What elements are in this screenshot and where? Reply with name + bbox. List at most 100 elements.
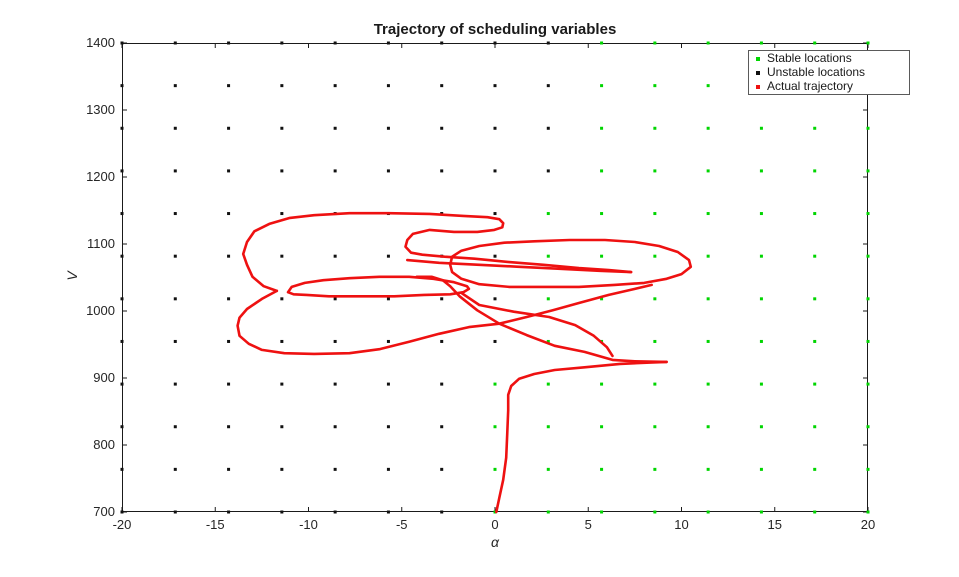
unstable-grid-dot — [280, 41, 284, 45]
unstable-grid-dot — [173, 41, 177, 45]
stable-grid-dot — [493, 467, 497, 471]
stable-grid-dot — [759, 212, 763, 216]
unstable-grid-dot — [386, 169, 390, 173]
unstable-grid-dot — [493, 41, 497, 45]
unstable-grid-dot — [333, 169, 337, 173]
trajectory-path — [286, 275, 471, 298]
unstable-grid-dot — [120, 382, 124, 386]
stable-grid-dot — [706, 212, 710, 216]
stable-grid-dot — [653, 339, 657, 343]
axis-box — [122, 43, 868, 512]
stable-grid-dot — [759, 510, 763, 514]
unstable-grid-dot — [280, 254, 284, 258]
stable-grid-dot — [866, 169, 870, 173]
stable-grid-dot — [706, 382, 710, 386]
unstable-grid-dot — [386, 84, 390, 88]
stable-grid-dot — [653, 169, 657, 173]
unstable-grid-dot — [440, 41, 444, 45]
stable-grid-dot — [866, 297, 870, 301]
x-tick-label: 0 — [491, 517, 498, 532]
stable-grid-dot — [546, 467, 550, 471]
stable-grid-dot — [813, 297, 817, 301]
y-tick-label: 1400 — [86, 35, 115, 50]
stable-grid-dot — [813, 41, 817, 45]
unstable-grid-dot — [173, 339, 177, 343]
unstable-grid-dot — [440, 425, 444, 429]
unstable-grid-dot — [493, 169, 497, 173]
x-tick-label: -15 — [206, 517, 225, 532]
unstable-grid-dot — [493, 339, 497, 343]
unstable-grid-dot — [333, 510, 337, 514]
unstable-grid-dot — [333, 84, 337, 88]
unstable-grid-dot — [227, 339, 231, 343]
stable-grid-dot — [600, 382, 604, 386]
unstable-grid-dot — [120, 339, 124, 343]
unstable-grid-dot — [173, 510, 177, 514]
x-tick-label: 15 — [768, 517, 782, 532]
stable-grid-dot — [653, 510, 657, 514]
stable-grid-dot — [866, 212, 870, 216]
unstable-grid-dot — [173, 382, 177, 386]
unstable-grid-dot — [280, 467, 284, 471]
unstable-grid-dot — [386, 126, 390, 130]
unstable-grid-dot — [120, 254, 124, 258]
unstable-grid-dot — [386, 467, 390, 471]
stable-grid-dot — [706, 297, 710, 301]
y-tick-label: 700 — [93, 504, 115, 519]
y-axis-label: V — [64, 271, 80, 281]
stable-grid-dot — [600, 84, 604, 88]
unstable-grid-dot — [493, 126, 497, 130]
stable-grid-dot — [866, 510, 870, 514]
x-tick-label: -10 — [299, 517, 318, 532]
x-tick-label: 5 — [585, 517, 592, 532]
unstable-grid-dot — [333, 467, 337, 471]
unstable-grid-dot — [120, 84, 124, 88]
y-tick-label: 900 — [93, 370, 115, 385]
unstable-grid-dot — [386, 425, 390, 429]
unstable-grid-dot — [280, 212, 284, 216]
y-tick-label: 1200 — [86, 169, 115, 184]
unstable-grid-dot — [120, 467, 124, 471]
legend-item-stable: Stable locations — [756, 52, 909, 65]
unstable-grid-dot — [227, 297, 231, 301]
stable-grid-dot — [600, 467, 604, 471]
stable-grid-dot — [813, 467, 817, 471]
stable-grid-dot — [759, 382, 763, 386]
unstable-grid-dot — [120, 425, 124, 429]
unstable-grid-dot — [173, 467, 177, 471]
stable-grid-dot — [600, 126, 604, 130]
unstable-grid-dot — [227, 126, 231, 130]
stable-grid-dot — [706, 467, 710, 471]
stable-grid-dot — [706, 126, 710, 130]
x-tick-label: 10 — [674, 517, 688, 532]
unstable-grid-dot — [386, 339, 390, 343]
stable-grid-dot — [653, 84, 657, 88]
unstable-grid-dot — [280, 382, 284, 386]
unstable-grid-dot — [173, 84, 177, 88]
stable-grid-dot — [759, 339, 763, 343]
unstable-grid-dot — [280, 510, 284, 514]
legend-item-unstable: Unstable locations — [756, 66, 909, 79]
unstable-grid-dot — [386, 297, 390, 301]
unstable-grid-dot — [440, 510, 444, 514]
unstable-grid-dot — [120, 510, 124, 514]
stable-grid-dot — [759, 425, 763, 429]
unstable-grid-dot — [173, 425, 177, 429]
unstable-grid-dot — [227, 41, 231, 45]
unstable-grid-dot — [173, 126, 177, 130]
stable-grid-dot — [813, 126, 817, 130]
stable-grid-dot — [653, 382, 657, 386]
unstable-grid-dot — [546, 126, 550, 130]
unstable-grid-dot — [120, 169, 124, 173]
unstable-marker-icon — [756, 70, 760, 75]
stable-grid-dot — [653, 467, 657, 471]
trajectory-path — [495, 360, 668, 514]
stable-grid-dot — [706, 84, 710, 88]
unstable-grid-dot — [386, 382, 390, 386]
unstable-grid-dot — [440, 467, 444, 471]
unstable-grid-dot — [386, 254, 390, 258]
unstable-grid-dot — [120, 126, 124, 130]
trajectory-path — [236, 283, 653, 356]
unstable-grid-dot — [120, 297, 124, 301]
